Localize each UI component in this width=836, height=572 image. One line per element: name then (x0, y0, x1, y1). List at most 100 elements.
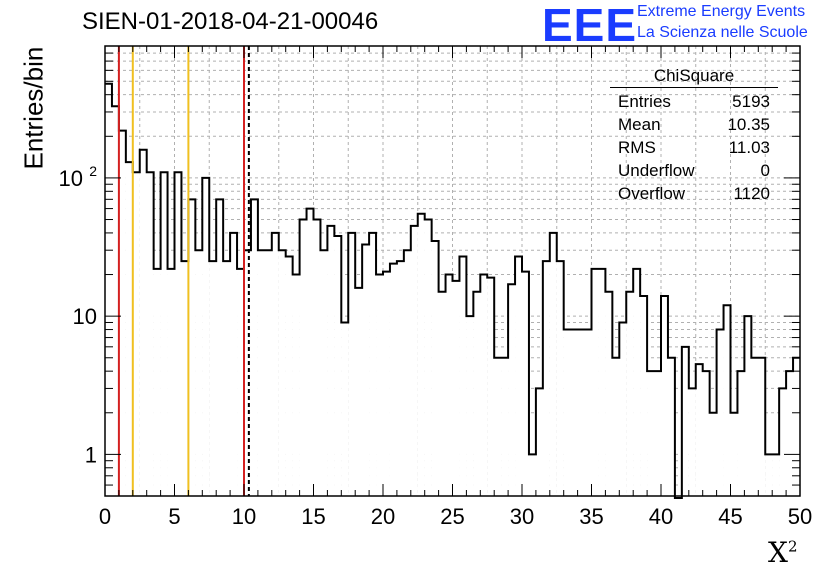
histogram-bar (563, 329, 571, 498)
histogram-bar (257, 250, 265, 498)
histogram-bar (598, 268, 606, 498)
histogram-bar (410, 225, 418, 499)
logo-line-2: La Scienza nelle Scuole (637, 24, 808, 41)
histogram-bar (278, 250, 286, 498)
histogram-bar (174, 172, 182, 498)
histogram-bar (480, 274, 488, 498)
histogram-bar (348, 232, 356, 498)
histogram-bar (737, 371, 745, 498)
x-tick-label: 15 (301, 504, 325, 529)
x-tick-label: 5 (168, 504, 180, 529)
histogram-outline (105, 82, 800, 499)
y-axis-label: Entries/bin (18, 46, 49, 170)
histogram-bar (709, 412, 717, 498)
histogram-bar (556, 261, 564, 498)
histogram-bar (765, 454, 773, 498)
histogram-bar (306, 208, 314, 498)
histogram-bar (355, 287, 363, 498)
histogram-bar (389, 263, 397, 498)
histogram-bar (327, 225, 335, 499)
histogram-bar (494, 357, 502, 498)
histogram-bar (459, 256, 467, 498)
histogram-bar (640, 295, 648, 498)
x-tick-label: 10 (232, 504, 256, 529)
histogram-bar (772, 454, 780, 498)
histogram-bar (313, 219, 321, 498)
histogram-bar (758, 357, 766, 498)
histogram-bar (209, 261, 217, 498)
chart-title: SIEN-01-2018-04-21-00046 (82, 8, 379, 35)
histogram-bar (723, 305, 731, 498)
stats-row-underflow: Underflow 0 (618, 161, 770, 180)
histogram-bar (195, 250, 203, 498)
histogram-bar (542, 261, 550, 498)
stats-row-overflow: Overflow 1120 (618, 184, 770, 203)
stats-title: ChiSquare (610, 66, 778, 88)
histogram-bar (285, 256, 293, 498)
histogram-bar (577, 329, 585, 498)
histogram-bar (271, 232, 279, 498)
histogram-bar (299, 219, 307, 498)
histogram-bar (292, 274, 300, 498)
histogram-bar (376, 274, 383, 498)
histogram-bar (167, 268, 175, 498)
histogram-bar (230, 232, 238, 498)
histogram-bar (132, 172, 140, 498)
histogram-bar (744, 316, 752, 498)
histogram-bar (369, 232, 377, 498)
y-tick-label-exponent: 2 (89, 163, 97, 179)
histogram-bar (605, 291, 613, 498)
histogram-bar (570, 329, 578, 498)
histogram-bar (160, 172, 168, 498)
histogram-bar (188, 199, 196, 498)
histogram-bar (661, 295, 668, 498)
y-tick-label: 10 (73, 304, 97, 329)
histogram-bar (501, 357, 509, 498)
stats-row-entries: Entries 5193 (618, 92, 770, 111)
histogram-bar (786, 371, 794, 498)
histogram-bar (445, 274, 453, 498)
histogram-bar (716, 329, 724, 498)
histogram-bar (591, 268, 599, 498)
histogram-bar (779, 388, 787, 498)
histogram-bar (515, 256, 522, 498)
histogram-bar (118, 130, 126, 499)
histogram-bar (681, 346, 689, 498)
y-tick-label: 10 (59, 166, 83, 191)
histogram-bar (730, 412, 738, 498)
stats-row-mean: Mean 10.35 (618, 115, 770, 134)
histogram-bar (431, 240, 439, 499)
histogram-bar (181, 261, 189, 498)
histogram-bar (654, 371, 661, 498)
x-tick-label: 35 (579, 504, 603, 529)
x-tick-label: 50 (788, 504, 812, 529)
histogram-bar (528, 454, 536, 498)
histogram-bar (647, 371, 655, 498)
histogram-bar (695, 364, 703, 498)
histogram-bar (535, 388, 543, 498)
histogram-bar (612, 357, 620, 498)
histogram-bar (250, 199, 258, 498)
histogram-bar (793, 357, 800, 498)
histogram-bar (383, 271, 390, 498)
y-tick-label: 1 (85, 442, 97, 467)
histogram-bar (487, 277, 495, 498)
histogram-bar (438, 291, 446, 498)
histogram-bar (417, 213, 425, 498)
histogram-bar (619, 322, 627, 498)
histogram-bar (146, 172, 154, 498)
x-axis-label: X2 (768, 536, 798, 569)
histogram-bar (125, 162, 133, 499)
histogram-bar (139, 149, 147, 499)
x-tick-label: 20 (371, 504, 395, 529)
stats-row-rms: RMS 11.03 (618, 138, 770, 157)
histogram-bar (153, 268, 161, 498)
histogram-bar (237, 268, 244, 498)
histogram-bar (508, 284, 516, 498)
histogram-bar (202, 177, 210, 499)
eee-logo: EEE (542, 0, 638, 51)
histogram-bar (452, 280, 460, 498)
histogram-bar (334, 236, 342, 498)
histogram-bar (667, 357, 675, 498)
